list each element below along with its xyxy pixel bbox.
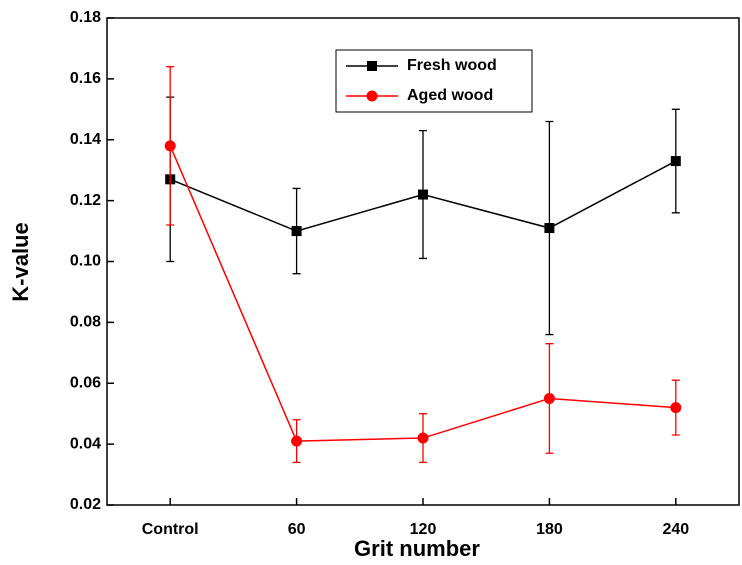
y-tick-label: 0.10	[70, 253, 101, 270]
data-point	[418, 189, 428, 200]
x-axis-label: Grit number	[354, 536, 480, 561]
data-point	[291, 435, 303, 447]
x-tick-label: Control	[142, 521, 199, 538]
legend-marker	[367, 61, 377, 71]
x-tick-label: 60	[288, 521, 306, 538]
data-point	[544, 223, 555, 234]
data-point	[670, 156, 681, 167]
y-tick-label: 0.08	[70, 314, 101, 331]
y-tick-label: 0.12	[70, 192, 101, 209]
data-point	[291, 226, 302, 237]
legend-box	[335, 49, 533, 113]
y-axis-label: K-value	[8, 222, 33, 301]
y-tick-label: 0.18	[70, 9, 101, 26]
y-tick-label: 0.16	[70, 70, 101, 87]
legend-label: Fresh wood	[407, 57, 497, 74]
y-tick-label: 0.06	[70, 374, 101, 391]
data-point	[417, 432, 429, 444]
x-tick-label: 180	[536, 521, 563, 538]
data-point	[670, 402, 682, 414]
legend-label: Aged wood	[407, 87, 493, 104]
data-point	[164, 140, 176, 152]
data-point	[543, 392, 555, 404]
y-tick-label: 0.14	[70, 131, 101, 148]
y-tick-label: 0.04	[70, 435, 101, 452]
y-tick-label: 0.02	[70, 496, 101, 513]
x-tick-label: 240	[662, 521, 689, 538]
x-tick-label: 120	[410, 521, 437, 538]
legend-marker	[366, 90, 378, 102]
